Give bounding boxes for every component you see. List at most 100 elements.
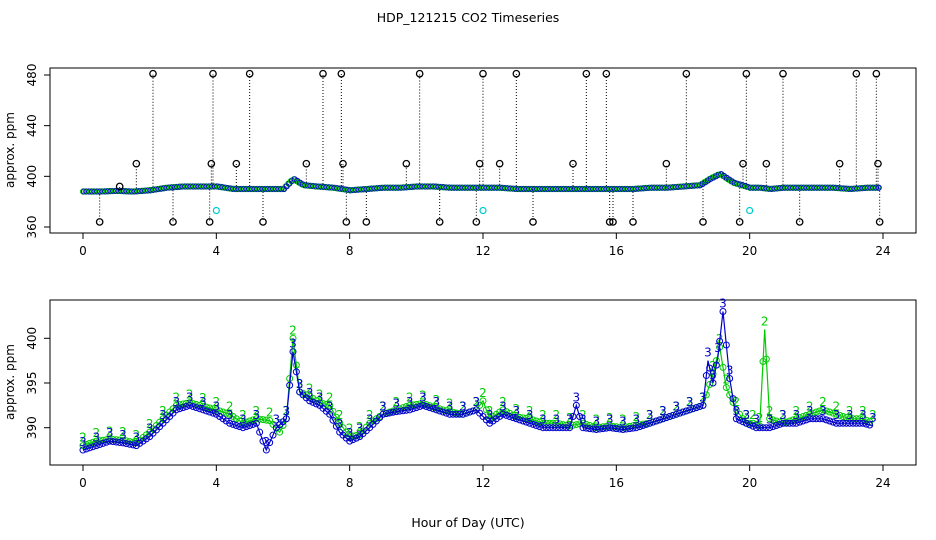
series-2-label: 2 — [686, 395, 694, 409]
series-2-label: 2 — [199, 391, 207, 405]
series-2-point — [222, 409, 230, 417]
series-2-label: 2 — [673, 399, 681, 413]
series-3-point — [666, 413, 674, 421]
top-data-layer — [79, 69, 884, 226]
series-3-point — [606, 424, 614, 432]
outlier-point — [245, 69, 254, 78]
series-3-point — [326, 410, 334, 418]
bottom-y-tick-label: 400 — [25, 327, 39, 350]
series-3-point — [542, 424, 550, 432]
series-2-label: 2 — [479, 386, 487, 400]
outlier-point — [115, 182, 124, 191]
series-3-point — [549, 424, 557, 432]
series-3-point — [616, 425, 624, 433]
outlier-point — [662, 159, 671, 168]
series-2-point — [339, 424, 347, 432]
series-2-label: 2 — [226, 399, 234, 413]
series-3-point — [722, 341, 730, 349]
series-2-label: 2 — [213, 395, 221, 409]
series-2-label: 2 — [433, 393, 441, 407]
series-3-point — [199, 406, 207, 414]
series-3-point — [432, 406, 440, 414]
series-3-point — [396, 407, 404, 415]
series-3-point — [586, 425, 594, 433]
series-2-label: 2 — [779, 408, 787, 422]
x-axis-label: Hour of Day (UTC) — [411, 515, 524, 530]
series-2-point — [499, 406, 507, 414]
series-3-point — [789, 419, 797, 427]
series-3-point — [689, 405, 697, 413]
series-3-point — [416, 402, 424, 410]
top-y-axis-label: approx. ppm — [3, 112, 17, 188]
outlier-point — [629, 218, 637, 226]
series-3-line — [82, 311, 874, 452]
cyan-point — [212, 206, 220, 215]
series-3-point — [239, 424, 247, 432]
series-2-label: 2 — [289, 323, 297, 337]
series-2-label: 2 — [646, 408, 654, 422]
series-3-point — [839, 419, 847, 427]
series-3-point — [759, 424, 767, 432]
series-3-label: 3 — [336, 417, 344, 431]
series-3-point — [766, 424, 774, 432]
series-3-point — [792, 419, 800, 427]
series-2-point — [762, 355, 770, 363]
top-y-tick-label: 400 — [25, 165, 39, 188]
series-3-label: 3 — [526, 408, 534, 422]
series-3-point — [329, 416, 337, 424]
series-3-point — [242, 423, 250, 431]
series-3-point — [809, 415, 817, 423]
series-2-point — [719, 363, 727, 371]
series-2-point — [859, 415, 867, 423]
outlier-point — [362, 218, 371, 226]
series-3-point — [332, 422, 340, 430]
series-3-point — [832, 419, 840, 427]
series-3-label: 3 — [539, 413, 547, 427]
top-y-tick-label: 440 — [25, 114, 39, 137]
top-blue-point — [875, 184, 882, 191]
series-3-point — [682, 407, 690, 415]
series-3-point — [406, 406, 414, 414]
top-x-tick-label: 24 — [875, 244, 890, 258]
series-2-label: 2 — [459, 399, 467, 413]
series-2-label: 2 — [159, 404, 167, 418]
bottom-x-tick-label: 20 — [742, 476, 757, 490]
outlier-point — [209, 69, 217, 78]
series-2-label: 2 — [766, 404, 774, 418]
series-3-label: 3 — [263, 435, 271, 449]
series-2-point — [482, 406, 490, 414]
outlier-point — [602, 69, 611, 78]
series-3-point — [382, 410, 390, 418]
series-2-label: 2 — [266, 406, 274, 420]
series-3-point — [742, 419, 750, 427]
series-3-label: 3 — [159, 408, 167, 422]
series-3-point — [559, 424, 567, 432]
top-x-tick-label: 20 — [742, 244, 757, 258]
series-3-point — [796, 418, 804, 426]
series-3-label: 3 — [699, 390, 707, 404]
top-y-axis: 360 400 440 480 — [25, 64, 50, 238]
series-3-point — [309, 398, 317, 406]
bottom-x-tick-label: 16 — [609, 476, 624, 490]
series-2-label: 2 — [336, 408, 344, 422]
outlier-point — [735, 218, 744, 226]
series-3-point — [306, 397, 314, 405]
top-x-axis: 0 4 8 12 16 20 24 — [79, 233, 891, 258]
series-3-point — [112, 438, 120, 446]
series-3-point — [122, 440, 130, 448]
series-3-point — [582, 424, 590, 432]
series-2-label: 2 — [606, 411, 614, 425]
series-3-label: 3 — [766, 413, 774, 427]
series-3-point — [589, 425, 597, 433]
series-3-point — [379, 410, 387, 418]
figure-title: HDP_121215 CO2 Timeseries — [377, 10, 560, 25]
series-3-point — [806, 415, 814, 423]
series-2-label: 2 — [283, 404, 291, 418]
series-3-point — [116, 438, 124, 446]
series-3-point — [786, 419, 794, 427]
series-3-label: 3 — [593, 414, 601, 428]
outlier-point — [739, 159, 747, 168]
series-2-label: 2 — [756, 411, 764, 425]
series-2-label: 2 — [869, 408, 877, 422]
